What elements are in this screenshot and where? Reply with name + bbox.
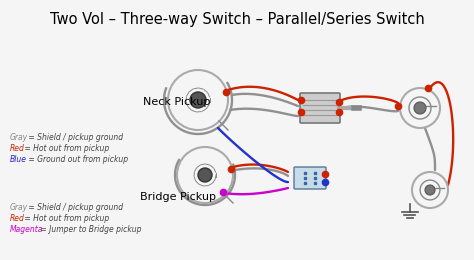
FancyBboxPatch shape <box>294 167 326 189</box>
Text: = Hot out from pickup: = Hot out from pickup <box>22 214 109 223</box>
Text: = Jumper to Bridge pickup: = Jumper to Bridge pickup <box>38 225 142 234</box>
Text: Gray: Gray <box>10 133 28 142</box>
Text: Bridge Pickup: Bridge Pickup <box>140 192 216 202</box>
Text: Magenta: Magenta <box>10 225 44 234</box>
FancyBboxPatch shape <box>300 93 340 123</box>
Circle shape <box>190 92 206 108</box>
Text: = Hot out from pickup: = Hot out from pickup <box>22 144 109 153</box>
Circle shape <box>414 102 426 114</box>
Circle shape <box>198 168 212 182</box>
Text: = Shield / pickup ground: = Shield / pickup ground <box>26 203 123 212</box>
Text: Two Vol – Three-way Switch – Parallel/Series Switch: Two Vol – Three-way Switch – Parallel/Se… <box>50 12 424 27</box>
Text: Neck Pickup: Neck Pickup <box>143 97 210 107</box>
Text: Red: Red <box>10 144 25 153</box>
Text: = Ground out from pickup: = Ground out from pickup <box>26 155 128 164</box>
Text: Red: Red <box>10 214 25 223</box>
Text: = Shield / pickup ground: = Shield / pickup ground <box>26 133 123 142</box>
Text: Gray: Gray <box>10 203 28 212</box>
Circle shape <box>425 185 435 195</box>
Text: Blue: Blue <box>10 155 27 164</box>
